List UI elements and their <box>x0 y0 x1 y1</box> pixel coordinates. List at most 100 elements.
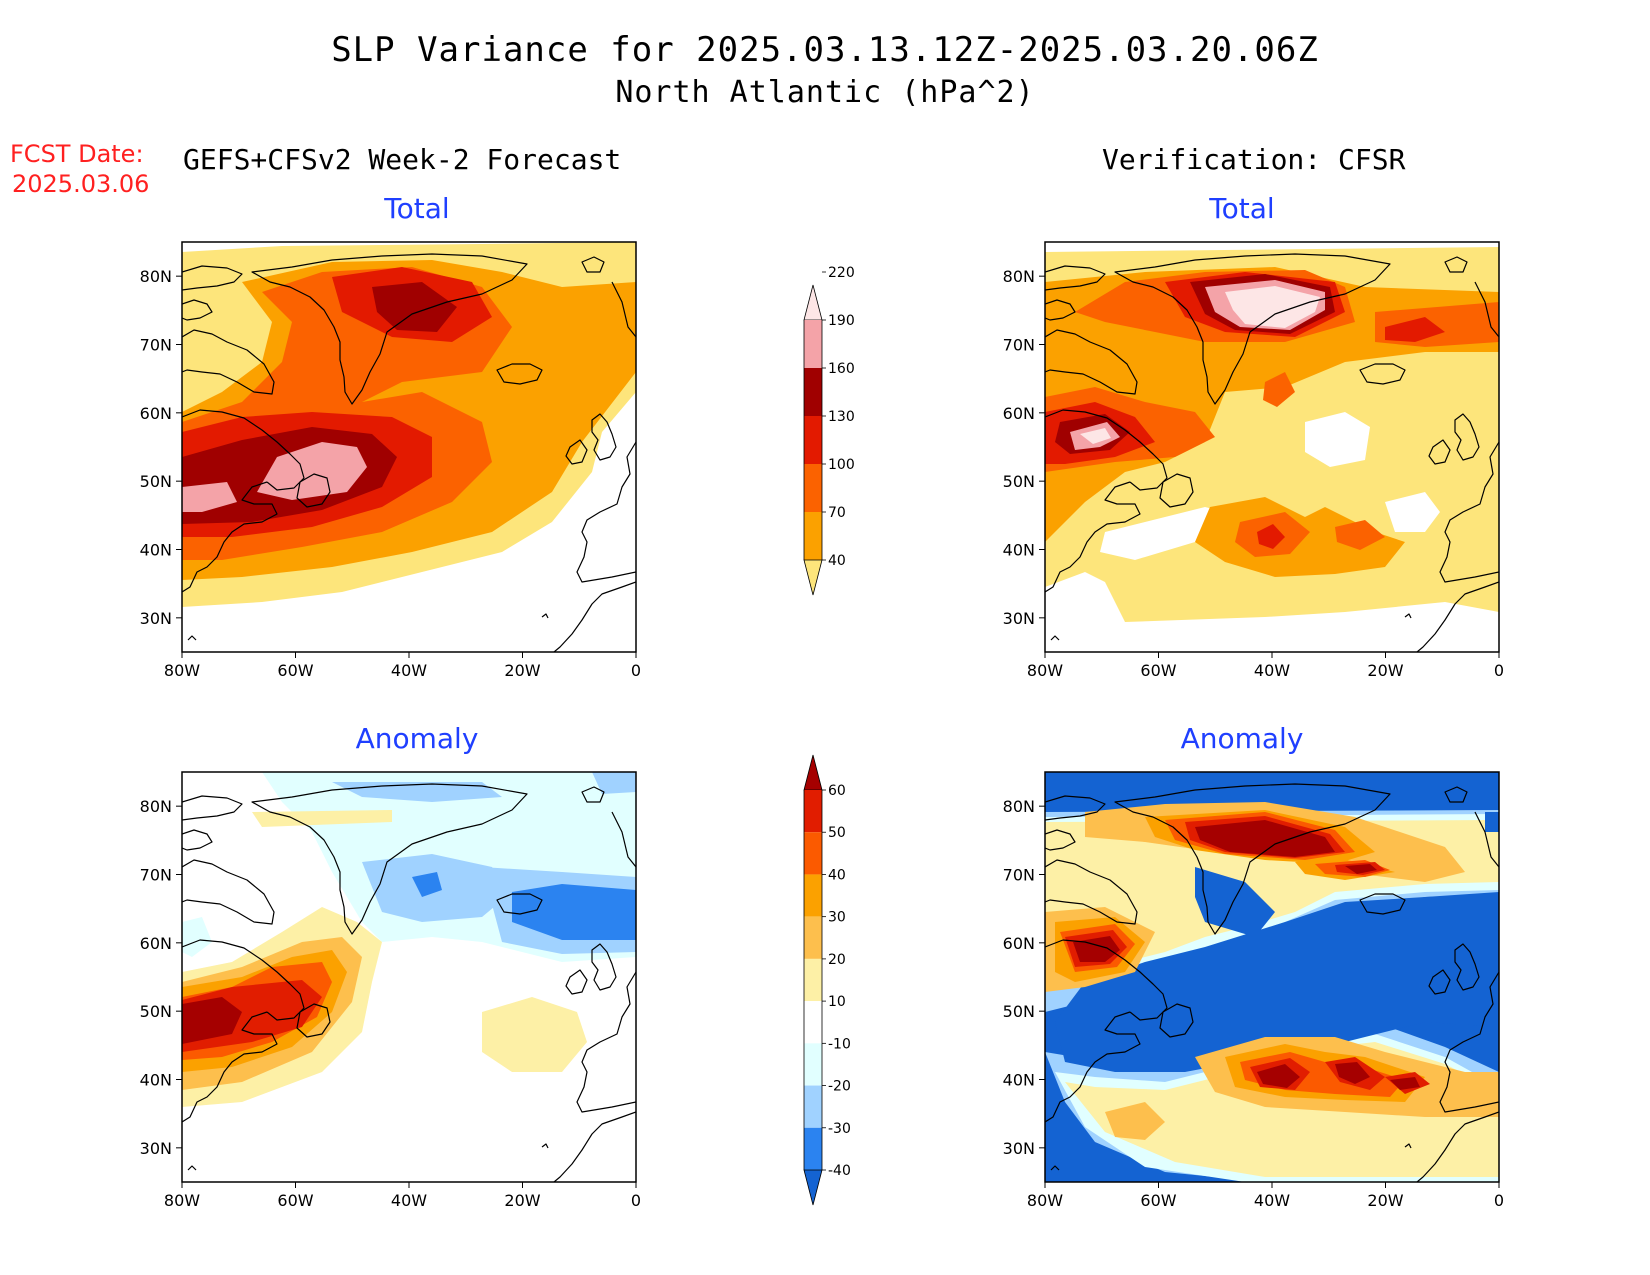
contour-minus-40-channel <box>1045 772 1499 1072</box>
colorbar-label: 130 <box>828 409 855 425</box>
lon-label: 0 <box>631 661 641 680</box>
forecast-total-title: Total <box>384 192 450 225</box>
lon-label: 80W <box>1027 1191 1063 1210</box>
lon-label: 80W <box>164 1191 200 1210</box>
colorbar-label: 220 <box>828 265 855 281</box>
contour-30 <box>1055 810 1425 1102</box>
lat-label: 50N <box>1003 1002 1035 1021</box>
contour-20 <box>1045 802 1499 1140</box>
colorbar-top-triangle <box>803 754 823 791</box>
colorbar-box <box>804 1043 822 1086</box>
lon-label: 20W <box>1367 661 1403 680</box>
verification-total-map <box>1044 241 1500 653</box>
colorbar-label: 190 <box>828 313 855 329</box>
colorbar-box <box>804 512 822 560</box>
lat-label: 30N <box>140 609 172 628</box>
lat-label: 80N <box>1003 267 1035 286</box>
colorbar-box <box>804 958 822 1002</box>
lat-label: 60N <box>1003 404 1035 423</box>
colorbar-label: 50 <box>828 825 846 841</box>
lat-label: 60N <box>1003 934 1035 953</box>
lat-label: 80N <box>140 267 172 286</box>
lat-label: 70N <box>1003 866 1035 885</box>
fcst-date-value: 2025.03.06 <box>12 170 150 198</box>
colorbar-top-triangle <box>803 284 823 321</box>
lat-label: 40N <box>1003 1071 1035 1090</box>
lat-label: 30N <box>140 1139 172 1158</box>
contour-190 <box>182 442 367 512</box>
colorbar-box <box>804 320 822 368</box>
lon-label: 20W <box>504 1191 540 1210</box>
fcst-date-label: FCST Date: <box>10 140 144 168</box>
verification-column-heading: Verification: CFSR <box>1102 143 1406 176</box>
colorbar-box <box>804 368 822 416</box>
verification-total-title: Total <box>1209 192 1275 225</box>
colorbar-box <box>804 1085 822 1128</box>
lat-label: 40N <box>140 1071 172 1090</box>
colorbar-label: -10 <box>828 1036 851 1052</box>
lon-label: 60W <box>277 661 313 680</box>
contour-100 <box>1045 270 1499 557</box>
colorbar-bottom-triangle <box>803 559 823 596</box>
colorbar-box <box>804 790 822 833</box>
lon-label: 0 <box>1494 1191 1504 1210</box>
colorbar-box <box>804 464 822 512</box>
lat-label: 70N <box>1003 336 1035 355</box>
colorbar-label: -20 <box>828 1079 851 1095</box>
lon-label: 60W <box>277 1191 313 1210</box>
lat-label: 70N <box>140 866 172 885</box>
colorbar-label: 70 <box>828 505 846 521</box>
main-subtitle: North Atlantic (hPa^2) <box>615 75 1035 110</box>
contour-below-40 <box>1100 412 1440 560</box>
lon-label: 40W <box>391 661 427 680</box>
lon-label: 80W <box>1027 661 1063 680</box>
lon-label: 40W <box>391 1191 427 1210</box>
lat-label: 50N <box>140 1002 172 1021</box>
lat-label: 40N <box>1003 541 1035 560</box>
colorbar-box <box>804 832 822 875</box>
forecast-anomaly-map <box>181 771 637 1183</box>
contour-minus-30 <box>412 872 636 940</box>
lon-label: 40W <box>1254 1191 1290 1210</box>
lat-label: 50N <box>1003 472 1035 491</box>
lat-label: 30N <box>1003 1139 1035 1158</box>
colorbar-label: 40 <box>828 553 846 569</box>
total-colorbar: 40 70 100 130 160 190 220 <box>803 265 855 596</box>
contour-70 <box>1045 267 1499 577</box>
colorbar-label: -40 <box>828 1163 851 1179</box>
lat-label: 80N <box>140 797 172 816</box>
contour-60 <box>182 997 242 1044</box>
colorbar-label: 20 <box>828 952 846 968</box>
lat-label: 30N <box>1003 609 1035 628</box>
verification-anomaly-map <box>1044 771 1500 1183</box>
colorbar-label: 60 <box>828 783 846 799</box>
lon-label: 20W <box>504 661 540 680</box>
lat-label: 60N <box>140 404 172 423</box>
colorbar-label: 10 <box>828 994 846 1010</box>
lon-label: 60W <box>1140 661 1176 680</box>
lon-label: 0 <box>631 1191 641 1210</box>
colorbar-box <box>804 1001 822 1044</box>
lat-label: 80N <box>1003 797 1035 816</box>
lat-label: 50N <box>140 472 172 491</box>
colorbar-label: 100 <box>828 457 855 473</box>
forecast-total-map <box>181 241 637 653</box>
lon-label: 60W <box>1140 1191 1176 1210</box>
colorbar-label: -30 <box>828 1121 851 1137</box>
lon-label: 80W <box>164 661 200 680</box>
colorbar-label: 30 <box>828 910 846 926</box>
colorbar-label: 160 <box>828 361 855 377</box>
colorbar-box <box>804 874 822 917</box>
lon-label: 20W <box>1367 1191 1403 1210</box>
forecast-anomaly-title: Anomaly <box>355 722 479 755</box>
anomaly-colorbar: -40 -30 -20 -10 10 20 30 40 50 60 <box>803 754 851 1206</box>
contour-160 <box>182 282 457 524</box>
colorbar-label: 40 <box>828 867 846 883</box>
lat-label: 70N <box>140 336 172 355</box>
lat-label: 60N <box>140 934 172 953</box>
colorbar-bottom-triangle <box>803 1169 823 1206</box>
forecast-column-heading: GEFS+CFSv2 Week-2 Forecast <box>183 143 622 176</box>
verification-anomaly-title: Anomaly <box>1180 722 1304 755</box>
colorbar-box <box>804 1127 822 1170</box>
lon-label: 40W <box>1254 661 1290 680</box>
